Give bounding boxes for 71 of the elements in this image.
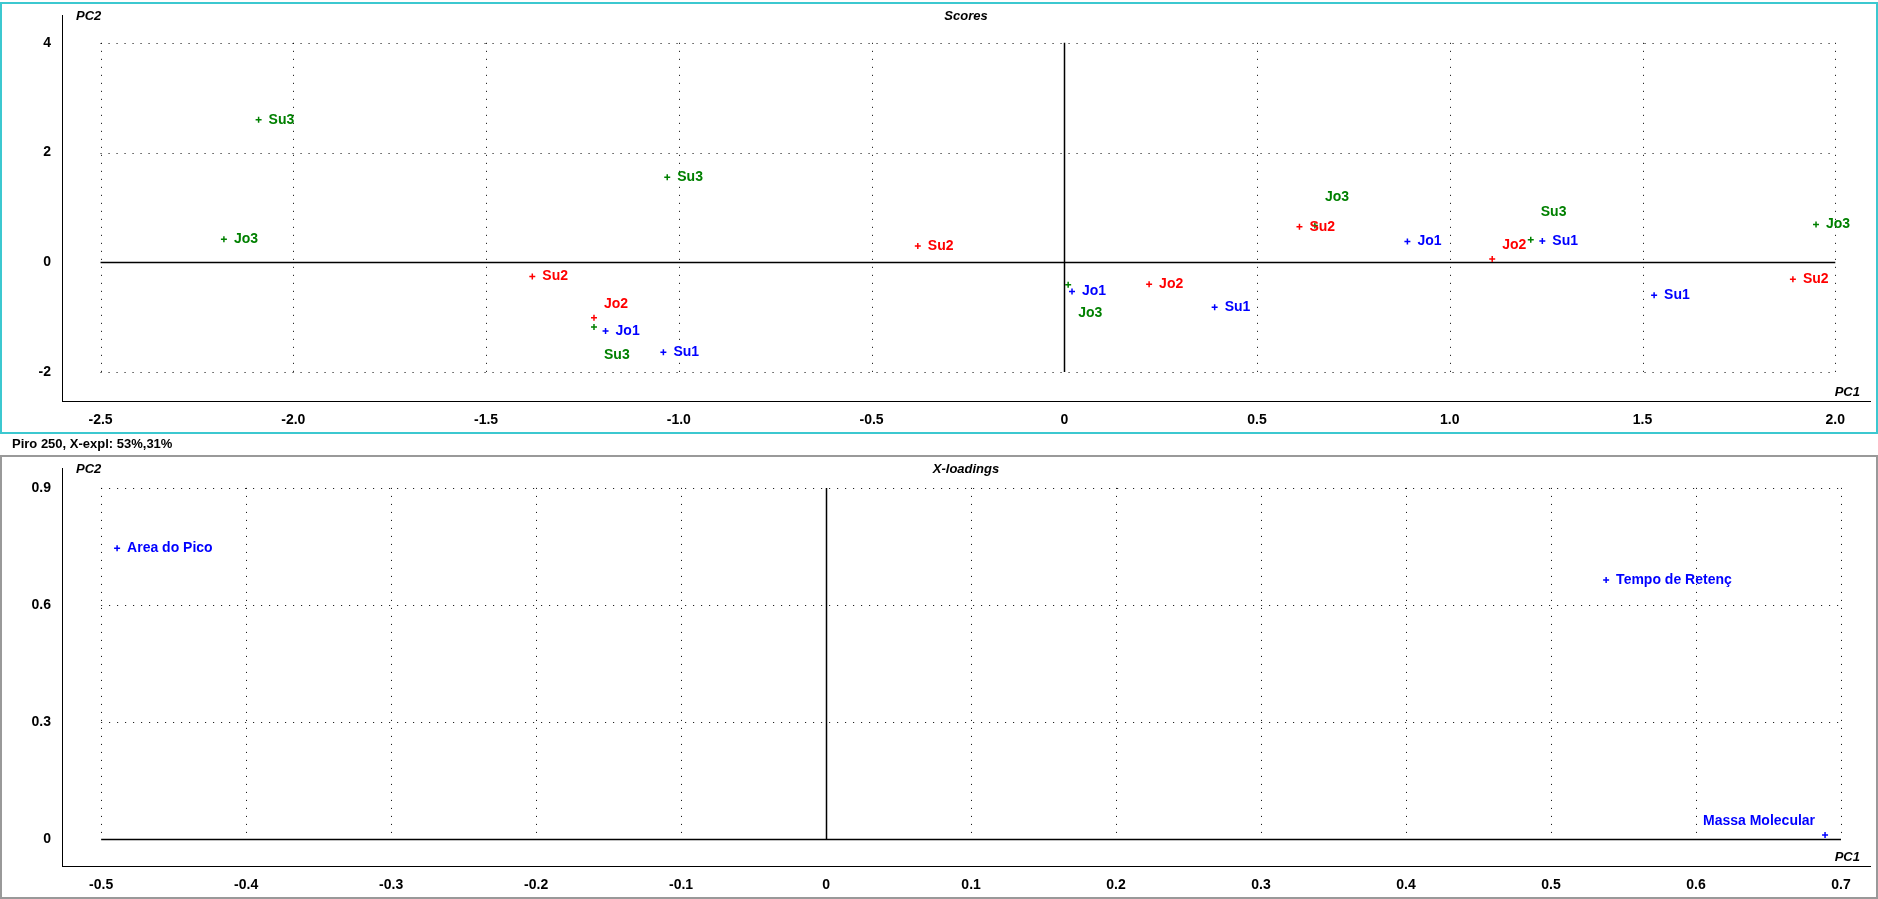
x-tick-label: 0.1 — [961, 876, 982, 893]
x-tick-label: 0.7 — [1831, 876, 1851, 893]
y-tick-label: 0 — [43, 253, 52, 270]
data-label: Tempo de Retenç — [1616, 570, 1732, 587]
data-label: Su1 — [1224, 298, 1251, 315]
x-tick-label: 0.4 — [1396, 876, 1416, 893]
y-axis-title: PC2 — [76, 8, 103, 24]
x-axis-title: PC1 — [1834, 384, 1860, 400]
data-label: Su3 — [677, 168, 704, 185]
y-tick-label: 2 — [43, 143, 52, 160]
x-tick-label: -2.5 — [88, 411, 113, 428]
text: Piro 250, X-expl: 53%,31% — [12, 436, 173, 451]
x-tick-label: -1.0 — [666, 411, 692, 428]
data-label: Jo1 — [1082, 282, 1107, 299]
point — [1064, 281, 1072, 289]
point — [914, 242, 922, 250]
data-label: Jo3 — [233, 230, 259, 247]
x-tick-label: -0.5 — [89, 876, 114, 893]
x-tick-label: 0 — [822, 876, 831, 893]
y-tick-label: -2 — [38, 362, 52, 379]
x-tick-label: 0.6 — [1686, 876, 1706, 893]
data-label: Jo2 — [1502, 235, 1527, 252]
data-label: Jo1 — [1417, 232, 1442, 249]
y-tick-label: 0.6 — [31, 595, 52, 612]
data-label: Jo3 — [1826, 215, 1851, 232]
data-label: Su2 — [1309, 217, 1336, 234]
data-label: Su1 — [1664, 286, 1691, 303]
data-label: Jo1 — [615, 321, 640, 338]
point — [590, 314, 598, 322]
data-label: Jo2 — [603, 294, 629, 311]
x-tick-label: -0.1 — [669, 876, 694, 893]
data-label: Su2 — [542, 267, 569, 284]
point — [1527, 236, 1535, 244]
x-tick-label: -1.5 — [473, 411, 499, 428]
chart-title: X-loadings — [931, 461, 1000, 477]
data-label: Su3 — [603, 345, 630, 362]
y-axis-title: PC2 — [76, 461, 103, 477]
data-label: Area do Pico — [127, 539, 213, 556]
x-tick-label: 2.0 — [1825, 411, 1846, 428]
data-label: Jo2 — [1159, 275, 1184, 292]
point — [1488, 255, 1496, 263]
x-tick-label: 0 — [1060, 411, 1069, 428]
data-label: Su1 — [1552, 231, 1579, 248]
x-tick-label: 1.0 — [1440, 411, 1460, 428]
x-tick-label: -0.4 — [234, 876, 259, 893]
data-label: Jo3 — [1078, 303, 1103, 320]
x-tick-label: -0.3 — [379, 876, 404, 893]
y-tick-label: 4 — [43, 33, 52, 50]
x-axis-title: PC1 — [1834, 849, 1860, 865]
x-tick-label: 0.2 — [1106, 876, 1126, 893]
x-tick-label: 1.5 — [1632, 411, 1653, 428]
data-label: Su2 — [1802, 270, 1829, 287]
x-tick-label: -0.2 — [524, 876, 549, 893]
data-label: Su3 — [1540, 202, 1567, 219]
x-tick-label: 0.3 — [1251, 876, 1271, 893]
data-label: Massa Molecular — [1703, 811, 1816, 828]
chart-title: Scores — [944, 8, 988, 24]
y-tick-label: 0.3 — [31, 712, 52, 729]
y-tick-label: 0.9 — [31, 478, 52, 495]
data-label: Jo3 — [1324, 188, 1350, 205]
x-tick-label: 0.5 — [1541, 876, 1561, 893]
point — [1821, 831, 1829, 839]
x-tick-label: -2.0 — [281, 411, 306, 428]
data-label: Su1 — [673, 343, 700, 360]
data-label: Su2 — [927, 236, 954, 253]
y-tick-label: 0 — [43, 829, 52, 846]
x-tick-label: -0.5 — [859, 411, 884, 428]
data-label: Su3 — [268, 110, 295, 127]
point — [590, 323, 598, 331]
x-tick-label: 0.5 — [1247, 411, 1267, 428]
point — [1602, 576, 1610, 584]
